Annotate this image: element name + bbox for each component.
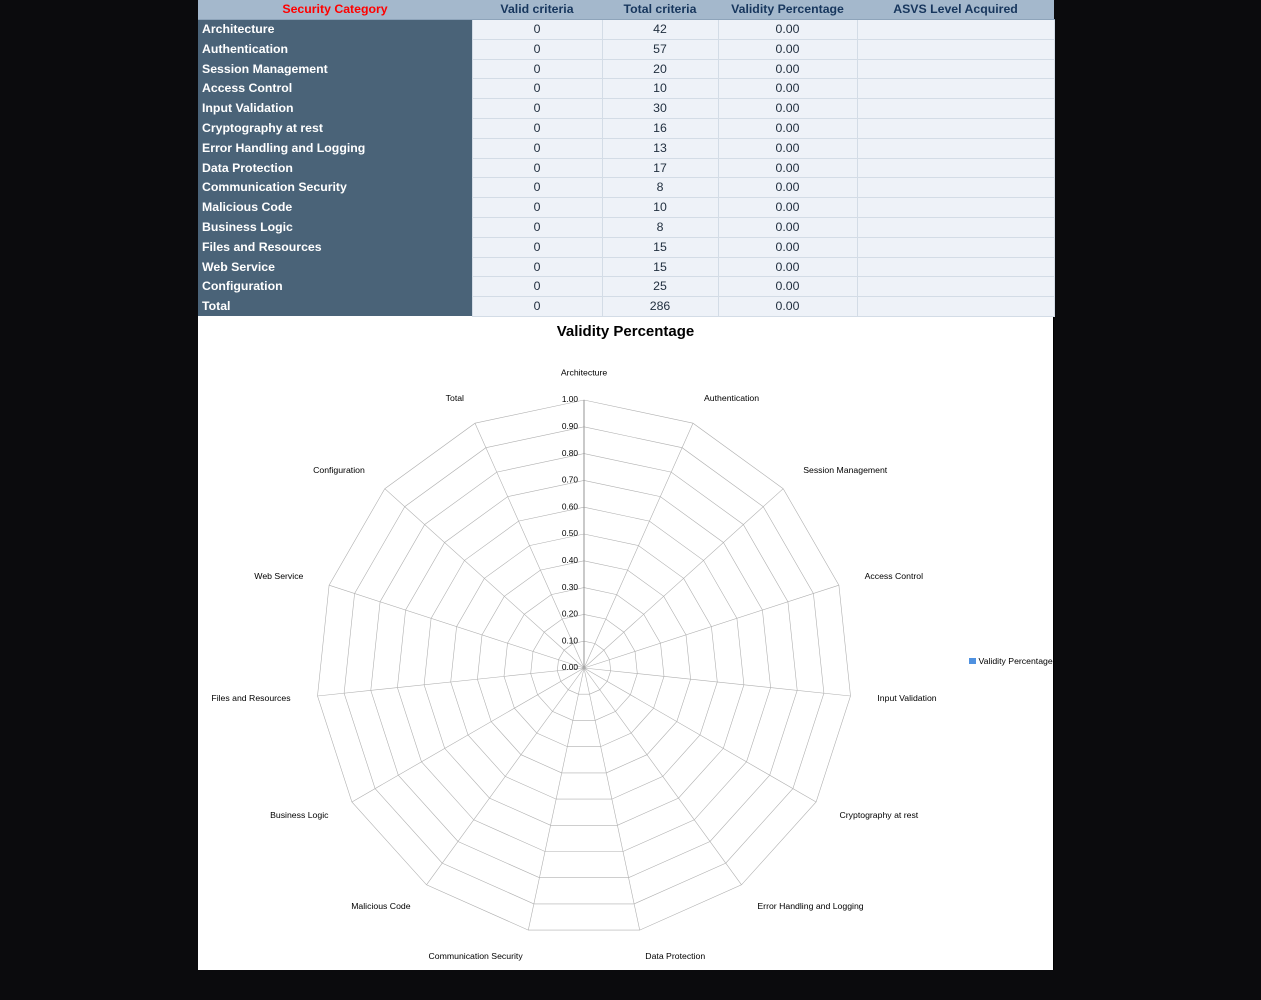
- svg-text:0.40: 0.40: [562, 555, 579, 565]
- svg-text:Cryptography at rest: Cryptography at rest: [840, 810, 919, 820]
- svg-text:Data Protection: Data Protection: [645, 951, 705, 961]
- svg-text:0.10: 0.10: [562, 635, 579, 645]
- svg-text:Input Validation: Input Validation: [877, 693, 936, 703]
- svg-text:Session Management: Session Management: [803, 465, 888, 475]
- svg-text:0.90: 0.90: [562, 421, 579, 431]
- svg-text:Authentication: Authentication: [704, 393, 759, 403]
- svg-text:Business Logic: Business Logic: [270, 810, 329, 820]
- svg-text:Malicious Code: Malicious Code: [351, 901, 411, 911]
- svg-text:0.20: 0.20: [562, 609, 579, 619]
- svg-text:Access Control: Access Control: [865, 571, 923, 581]
- svg-text:0.50: 0.50: [562, 528, 579, 538]
- svg-text:0.70: 0.70: [562, 475, 579, 485]
- svg-text:0.00: 0.00: [562, 662, 579, 672]
- svg-text:Files and Resources: Files and Resources: [211, 693, 291, 703]
- svg-text:Web Service: Web Service: [254, 571, 303, 581]
- svg-text:Communication Security: Communication Security: [429, 951, 524, 961]
- svg-text:Configuration: Configuration: [313, 465, 365, 475]
- svg-text:0.80: 0.80: [562, 448, 579, 458]
- svg-text:0.30: 0.30: [562, 582, 579, 592]
- svg-text:Error Handling and Logging: Error Handling and Logging: [757, 901, 863, 911]
- svg-text:1.00: 1.00: [562, 394, 579, 404]
- svg-text:0.60: 0.60: [562, 501, 579, 511]
- svg-text:Architecture: Architecture: [561, 367, 608, 377]
- svg-text:Total: Total: [446, 393, 464, 403]
